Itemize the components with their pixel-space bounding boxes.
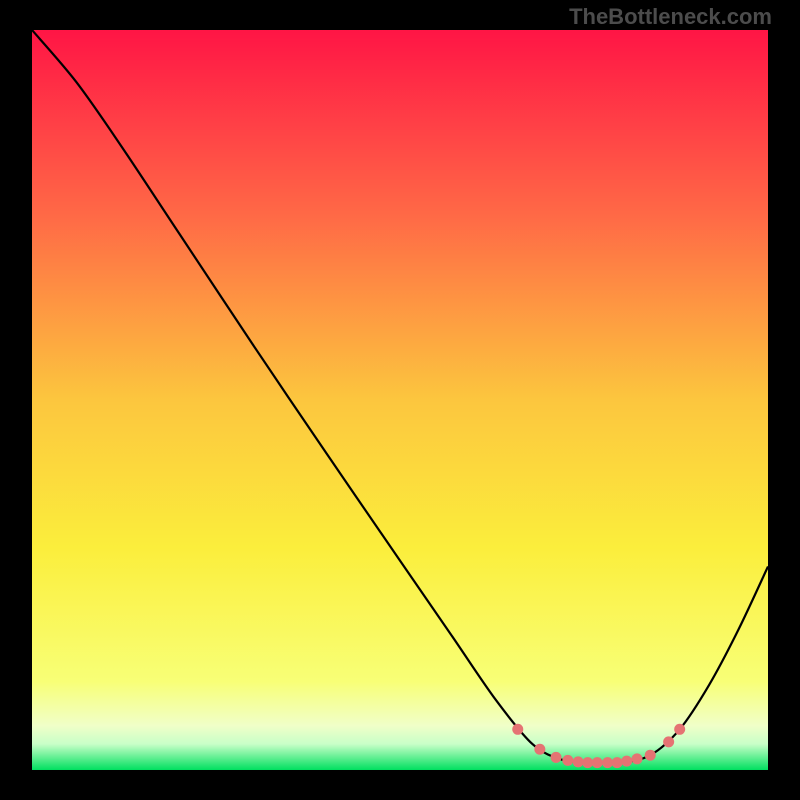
- trough-marker: [592, 757, 603, 768]
- trough-marker: [534, 744, 545, 755]
- attribution-text: TheBottleneck.com: [569, 4, 772, 30]
- trough-marker: [582, 757, 593, 768]
- trough-marker: [602, 757, 613, 768]
- trough-marker: [674, 724, 685, 735]
- bottleneck-curve: [32, 30, 768, 763]
- trough-marker: [551, 752, 562, 763]
- trough-marker: [663, 736, 674, 747]
- trough-marker: [573, 756, 584, 767]
- trough-marker: [562, 755, 573, 766]
- trough-marker: [612, 757, 623, 768]
- figure-container: TheBottleneck.com: [0, 0, 800, 800]
- trough-marker: [621, 756, 632, 767]
- curve-overlay: [32, 30, 768, 770]
- trough-marker: [645, 750, 656, 761]
- trough-marker: [631, 753, 642, 764]
- plot-area: [32, 30, 768, 770]
- trough-marker: [512, 724, 523, 735]
